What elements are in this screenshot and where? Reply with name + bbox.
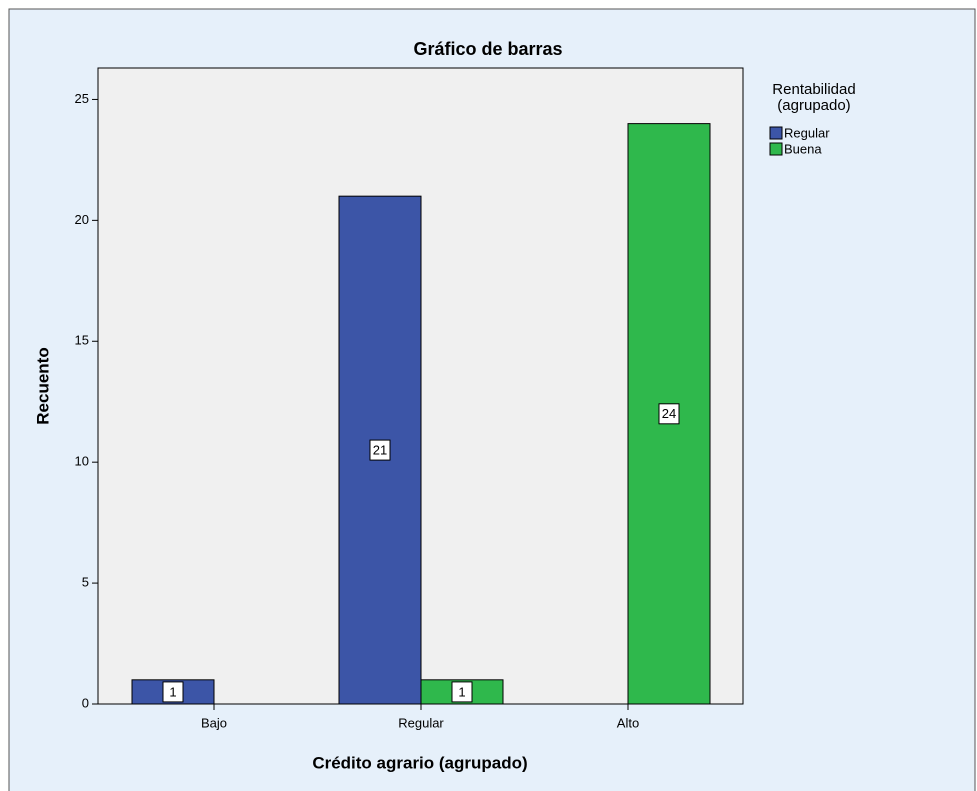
value-label: 24 <box>662 406 676 421</box>
legend-title: (agrupado) <box>777 97 850 114</box>
y-tick-label: 15 <box>75 333 89 348</box>
legend-swatch <box>769 126 783 140</box>
y-tick-label: 25 <box>75 91 89 106</box>
legend-label: Buena <box>784 141 822 156</box>
y-tick-label: 10 <box>75 454 89 469</box>
legend-label: Regular <box>784 125 830 140</box>
y-tick-label: 5 <box>82 575 89 590</box>
y-tick-label: 0 <box>82 695 89 710</box>
x-tick-label: Alto <box>617 715 639 730</box>
value-label: 1 <box>458 684 465 699</box>
value-label-box <box>162 681 184 703</box>
legend-swatch <box>769 142 783 156</box>
x-tick-label: Regular <box>398 715 444 730</box>
x-axis-title: Crédito agrario (agrupado) <box>312 753 527 772</box>
chart-title: Gráfico de barras <box>413 39 562 59</box>
value-label-box <box>369 439 391 461</box>
x-tick-label: Bajo <box>201 715 227 730</box>
value-label-box <box>451 681 473 703</box>
legend-title: Rentabilidad <box>772 81 855 98</box>
value-label: 1 <box>169 684 176 699</box>
y-axis-title: Recuento <box>33 347 52 424</box>
value-label-box <box>658 403 680 425</box>
value-label: 21 <box>373 443 387 458</box>
y-tick-label: 20 <box>75 212 89 227</box>
